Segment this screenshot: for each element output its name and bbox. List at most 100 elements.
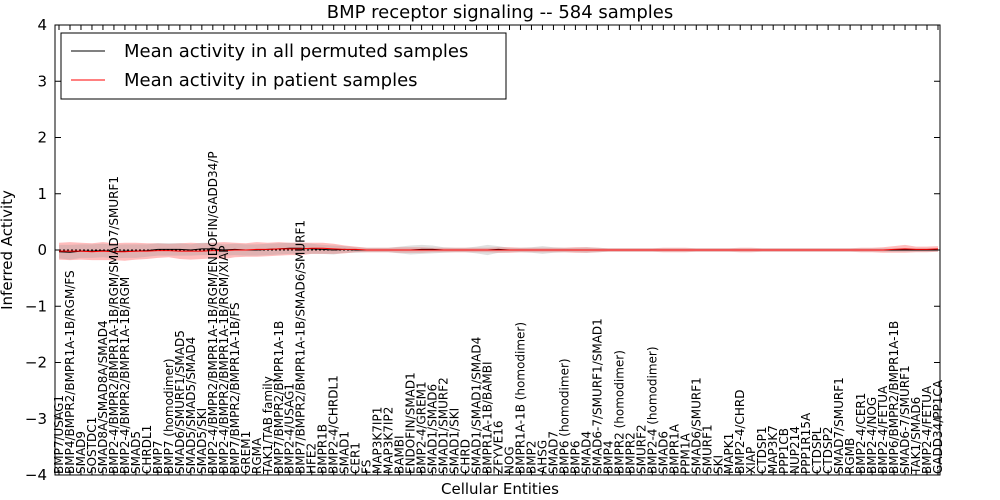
category-label: NUP214 [788, 426, 802, 474]
category-label: MAPK1 [722, 433, 736, 474]
category-label: CHRD [459, 439, 473, 474]
category-label: BMP2-4/BMPR2/BMPR1A-1B/RGM/SMAD7/SMURF1 [107, 176, 121, 474]
category-label: SMAD6-7/SMURF1/SMAD1 [590, 318, 604, 474]
category-label: TAK1/SMAD6 [909, 397, 923, 475]
category-label: SMAD8A/SMAD8A/SMAD4 [96, 320, 110, 474]
category-label: BMP2-4/FETUA [876, 385, 890, 474]
category-label: BAMBI [393, 435, 407, 474]
category-label: SMAD4 [579, 431, 593, 474]
category-label: BMP7 [151, 441, 165, 474]
category-label: SKI [711, 455, 725, 474]
category-label: BMP2-4/NOG [865, 397, 879, 474]
category-label: SMAD9 [74, 431, 88, 474]
y-tick-label: 3 [37, 72, 47, 90]
category-label: SMAD1/SMAD6 [426, 384, 440, 474]
category-label: SMAD6 [656, 431, 670, 474]
category-label: GADD34/PP1CA [931, 379, 945, 474]
y-axis-ticks: −4 −3 −2 −1 0 1 2 3 4 [25, 16, 940, 484]
category-label: SMAD6/SMURF1/SMAD5 [173, 330, 187, 474]
category-label: BMP2-4 (homodimer) [645, 346, 659, 474]
category-label: BMP2-4/BMPR2/BMPR1A-1B/RGM/ENDOFIN/GADD3… [206, 151, 220, 474]
category-label: SMAD7 [546, 431, 560, 474]
category-label: BMP2-4/CHRDL1 [327, 375, 341, 474]
category-label: BMPR1B [316, 424, 330, 474]
category-label: BMP7/BMPR2/BMPR1A-1B/FS [228, 302, 242, 474]
category-label: SOSTDC1 [85, 417, 99, 474]
category-label: BMP4/BMPR2/BMPR1A-1B/RGM/FS [63, 270, 77, 474]
category-label: RGMA [250, 437, 264, 474]
x-axis-label: Cellular Entities [441, 480, 559, 498]
category-label: MAP3K7 [766, 425, 780, 474]
category-label: ZFYVE16 [492, 420, 506, 474]
y-tick-label: 4 [37, 16, 47, 34]
category-labels: BMP7/USAG1BMP4/BMPR2/BMPR1A-1B/RGM/FSSMA… [52, 151, 945, 475]
category-label: SMAD1/SKI [448, 408, 462, 474]
category-label: SMURF1 [700, 424, 714, 474]
chart-title: BMP receptor signaling -- 584 samples [327, 2, 674, 23]
category-label: PPP1CB [777, 428, 791, 474]
series-lines [58, 247, 939, 253]
legend: Mean activity in all permuted samples Me… [60, 32, 507, 100]
category-label: BMP2-4/BMPR2/BMPR1A-1B/RGM/XIAP [217, 245, 231, 474]
category-label: HFE2 [305, 443, 319, 474]
y-tick-label: −2 [25, 354, 47, 372]
x-axis-ticks [58, 25, 939, 475]
category-label: BMP6 (homodimer) [557, 358, 571, 474]
category-label: NOG [502, 446, 516, 474]
category-label: BMP2 [524, 441, 538, 474]
category-label: BMP7 (homodimer) [162, 358, 176, 474]
category-label: FS [360, 460, 374, 474]
category-label: SMAD1 [338, 431, 352, 474]
y-tick-label: −1 [25, 297, 47, 315]
category-label: CTDSP2 [821, 427, 835, 474]
category-label: BMP4 [601, 441, 615, 474]
category-label: MAP3K7IP1 [371, 407, 385, 474]
category-label: MAP3K7IP2 [382, 407, 396, 474]
category-label: BMP7/USAG1 [52, 395, 66, 474]
category-label: BMP2-4/GREM1 [415, 381, 429, 474]
category-label: BMPR2 [623, 432, 637, 474]
category-label: BMPR1A-1B/BAMBI [481, 361, 495, 474]
category-label: BMP6 [568, 441, 582, 474]
category-label: SMAD5/SKI [195, 408, 209, 474]
category-label: PPM1A [678, 433, 692, 474]
category-label: SMAD7/SMURF1 [832, 377, 846, 474]
legend-label-permuted: Mean activity in all permuted samples [124, 41, 468, 62]
category-label: CTDSP1 [755, 427, 769, 474]
category-label: BMP6/BMPR2/BMPR1A-1B [887, 321, 901, 474]
category-label: SMAD6-7/SMURF1 [898, 365, 912, 474]
category-label: RGMB [843, 438, 857, 474]
category-label: BMP2-4/FETUA [920, 385, 934, 474]
legend-box [60, 32, 507, 100]
category-label: BMP2-4/USAG1 [283, 383, 297, 474]
category-label: SMAD1/SMURF2 [437, 377, 451, 474]
y-axis-label: Inferred Activity [0, 190, 16, 310]
category-label: BMP7/BMPR2/BMPR1A-1B/SMAD6/SMURF1 [294, 220, 308, 474]
red-band-layer [59, 242, 938, 261]
category-label: BMP2-4/CHRD [733, 390, 747, 474]
category-label: SMAD5 [129, 431, 143, 474]
category-label: XIAP [744, 447, 758, 474]
category-label: CHRDL1 [140, 425, 154, 474]
y-tick-label: −4 [25, 466, 47, 484]
category-label: BMPR2 (homodimer) [612, 350, 626, 474]
category-label: SMAD1/SMAD1/SMAD4 [470, 337, 484, 474]
y-tick-label: 1 [37, 185, 47, 203]
category-label: BMP2-4/CER1 [854, 393, 868, 474]
category-label: BMPR1A-1B (homodimer) [513, 322, 527, 474]
category-label: SMAD6/SMURF1 [689, 377, 703, 474]
category-label: BMP7/BMPR2/BMPR1A-1B [272, 321, 286, 474]
category-label: TAK1/TAB family [261, 376, 275, 475]
category-label: SMAD5/SMAD5/SMAD4 [184, 337, 198, 474]
category-label: SMURF2 [634, 424, 648, 474]
category-label: BMP2-4/BMPR2/BMPR1A-1B/RGM [118, 277, 132, 474]
gray-band-layer [59, 242, 938, 260]
category-label: CER1 [349, 442, 363, 474]
legend-label-patient: Mean activity in patient samples [124, 70, 418, 91]
y-tick-label: −3 [25, 410, 47, 428]
category-label: BMPR1A [667, 423, 681, 474]
y-tick-label: 0 [37, 241, 47, 259]
category-label: PPP1R15A [799, 412, 813, 474]
y-tick-label: 2 [37, 129, 47, 147]
